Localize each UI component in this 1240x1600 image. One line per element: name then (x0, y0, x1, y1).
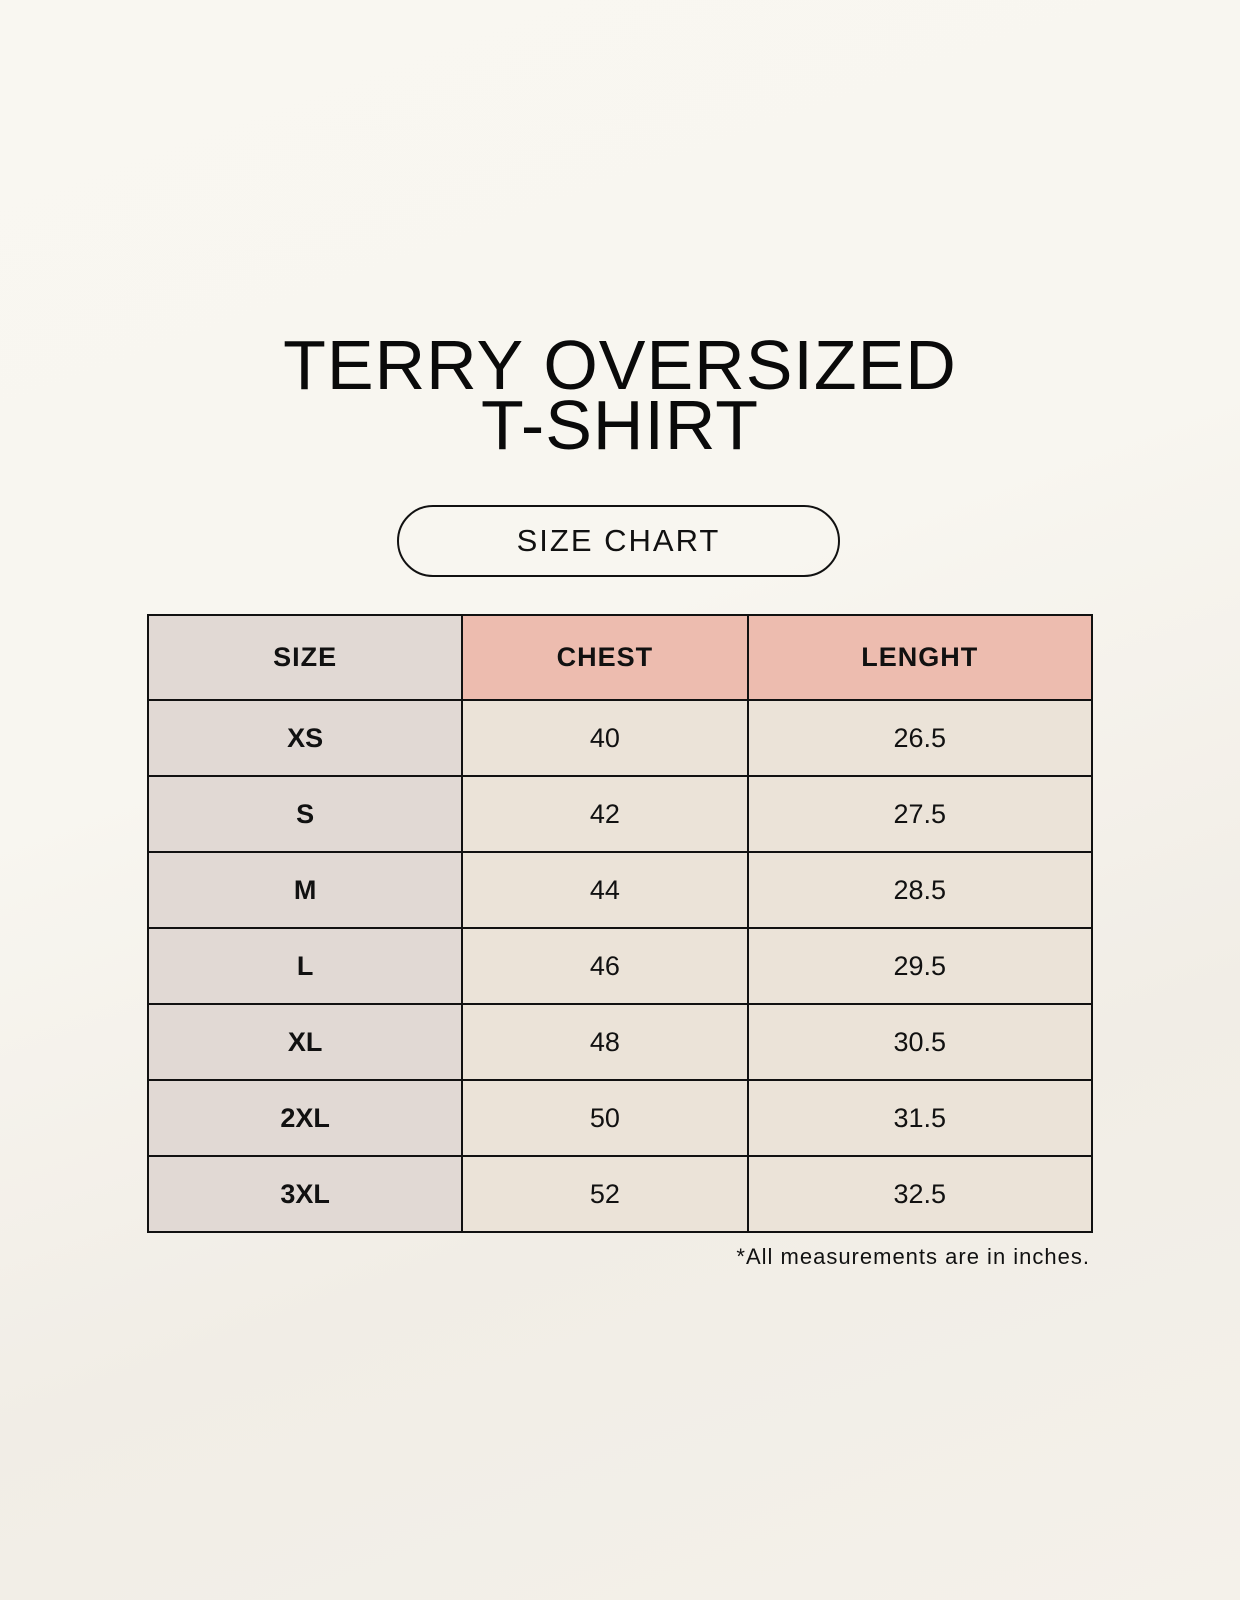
cell-size: L (146, 927, 464, 1005)
cell-length: 28.5 (746, 851, 1094, 929)
size-table: SIZE CHEST LENGHT XS 40 26.5 S 42 27.5 M 44 28.5… (146, 614, 1094, 1233)
header-size: SIZE (146, 614, 464, 701)
cell-chest: 46 (461, 927, 749, 1005)
cell-size: S (146, 775, 464, 853)
cell-size: 3XL (146, 1155, 464, 1233)
table-row: L 46 29.5 (146, 927, 1094, 1005)
page-title: TERRY OVERSIZED T-SHIRT (0, 326, 1240, 464)
table-row: XS 40 26.5 (146, 699, 1094, 777)
title-line-1: TERRY OVERSIZED (283, 326, 957, 404)
header-length: LENGHT (746, 614, 1094, 701)
title-line-2: T-SHIRT (481, 386, 759, 464)
table-row: 3XL 52 32.5 (146, 1155, 1094, 1233)
cell-chest: 44 (461, 851, 749, 929)
table-row: 2XL 50 31.5 (146, 1079, 1094, 1157)
cell-length: 26.5 (746, 699, 1094, 777)
cell-chest: 42 (461, 775, 749, 853)
cell-length: 30.5 (746, 1003, 1094, 1081)
cell-size: M (146, 851, 464, 929)
cell-length: 31.5 (746, 1079, 1094, 1157)
cell-chest: 50 (461, 1079, 749, 1157)
cell-length: 29.5 (746, 927, 1094, 1005)
table-row: M 44 28.5 (146, 851, 1094, 929)
cell-size: XL (146, 1003, 464, 1081)
cell-chest: 40 (461, 699, 749, 777)
cell-length: 32.5 (746, 1155, 1094, 1233)
cell-length: 27.5 (746, 775, 1094, 853)
cell-size: XS (146, 699, 464, 777)
size-chart-badge: SIZE CHART (397, 505, 840, 577)
footnote: *All measurements are in inches. (736, 1244, 1090, 1269)
table-header-row: SIZE CHEST LENGHT (146, 614, 1094, 701)
cell-size: 2XL (146, 1079, 464, 1157)
cell-chest: 52 (461, 1155, 749, 1233)
header-chest: CHEST (461, 614, 749, 701)
cell-chest: 48 (461, 1003, 749, 1081)
table-row: XL 48 30.5 (146, 1003, 1094, 1081)
table-row: S 42 27.5 (146, 775, 1094, 853)
